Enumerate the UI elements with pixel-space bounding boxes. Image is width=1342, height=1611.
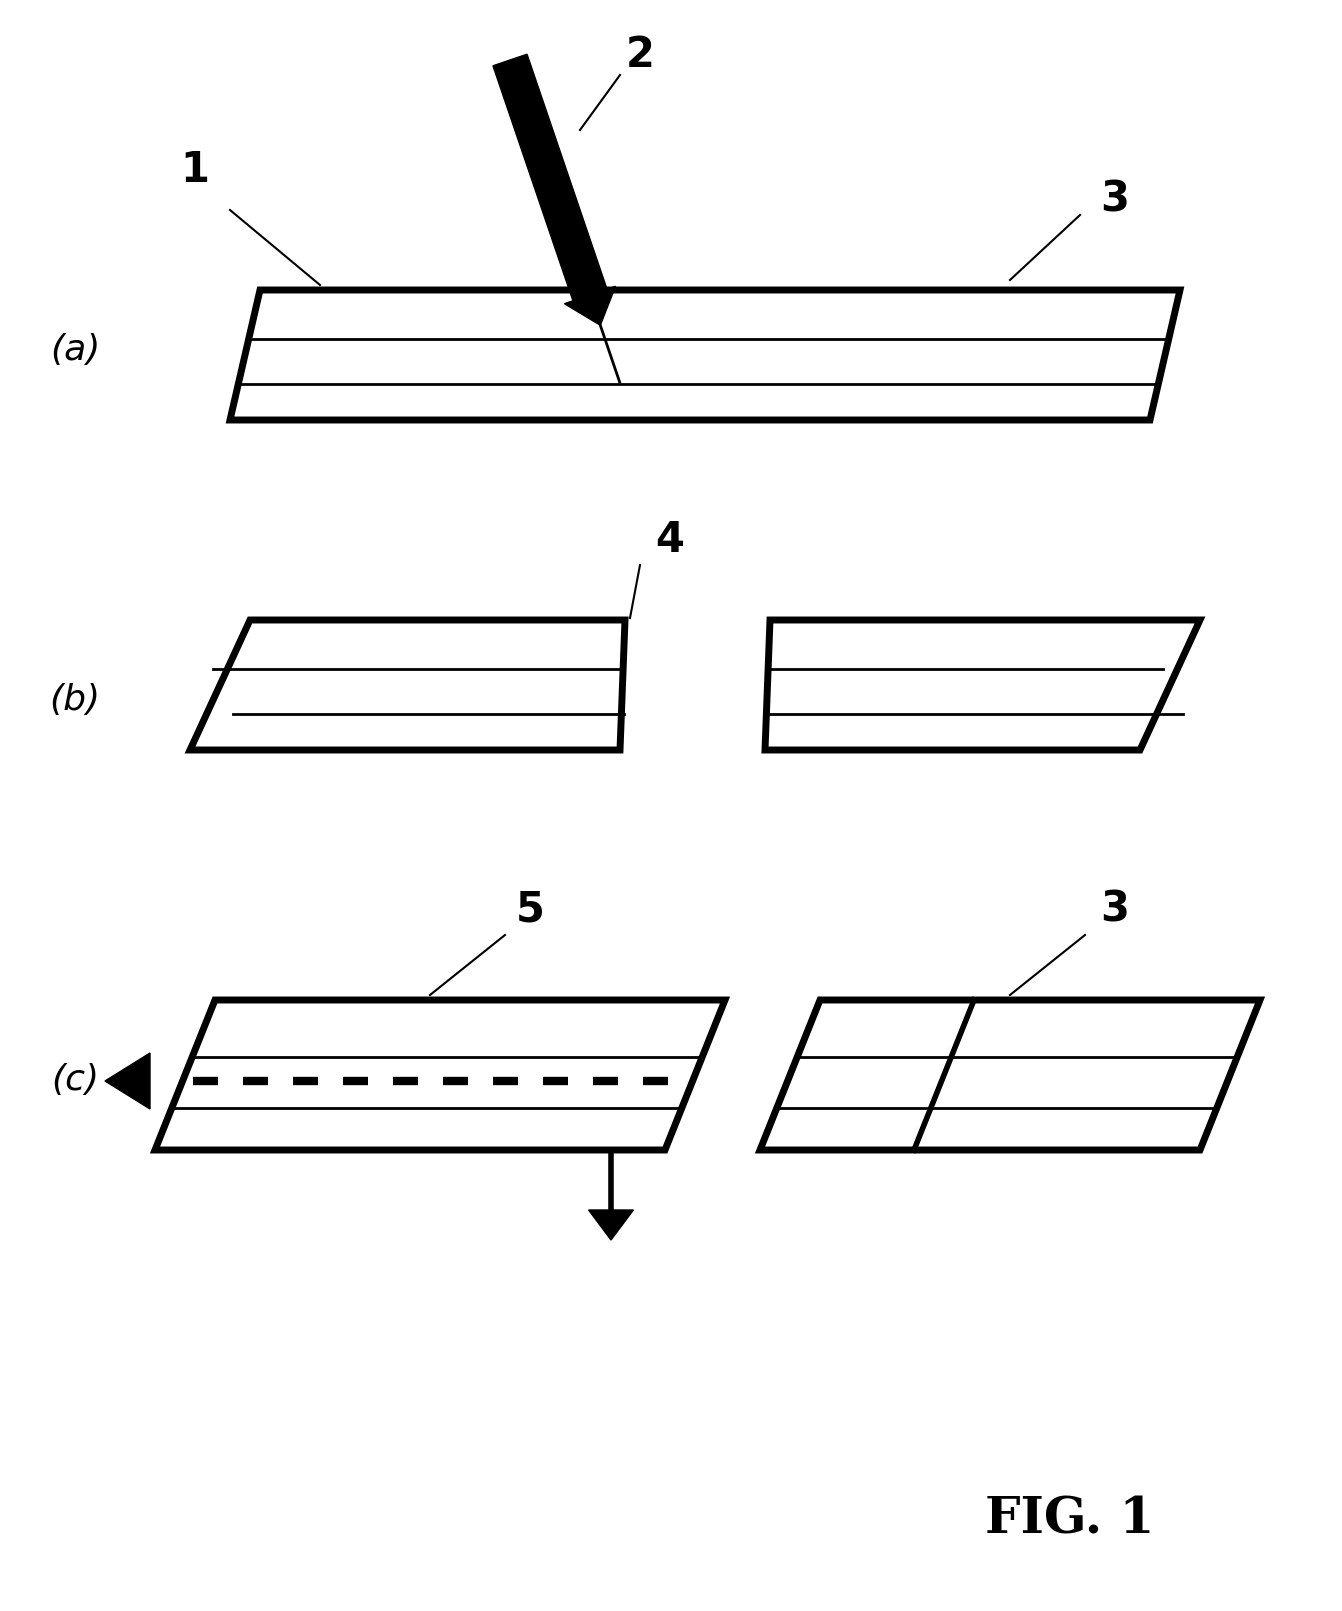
Polygon shape	[154, 1000, 725, 1150]
Polygon shape	[229, 290, 1180, 420]
Text: 1: 1	[181, 148, 209, 192]
Text: (a): (a)	[50, 333, 101, 367]
Polygon shape	[493, 55, 607, 301]
Polygon shape	[760, 1000, 1260, 1150]
Text: 3: 3	[1100, 889, 1130, 931]
Text: FIG. 1: FIG. 1	[985, 1495, 1154, 1545]
Text: 4: 4	[655, 519, 684, 561]
Polygon shape	[105, 1054, 150, 1108]
Polygon shape	[765, 620, 1200, 751]
Polygon shape	[191, 620, 625, 751]
Polygon shape	[589, 1210, 633, 1240]
Text: 2: 2	[625, 34, 655, 76]
Text: (c): (c)	[51, 1063, 99, 1097]
Polygon shape	[565, 287, 616, 325]
Text: 3: 3	[1100, 179, 1130, 221]
Text: 5: 5	[515, 889, 545, 931]
Text: (b): (b)	[50, 683, 101, 717]
